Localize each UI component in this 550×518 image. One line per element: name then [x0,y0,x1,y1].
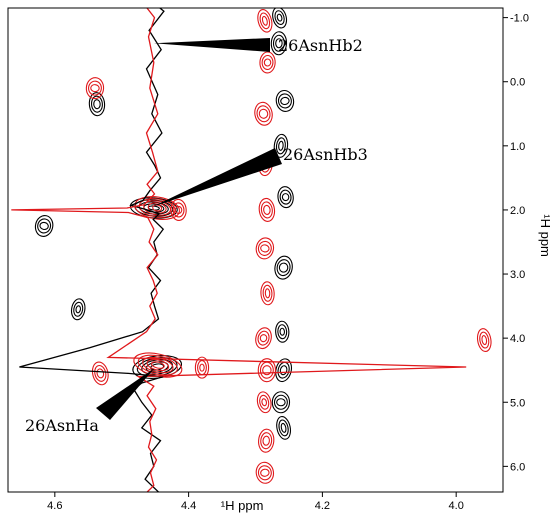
x-tick-label: 4.4 [181,500,196,512]
contour-peak [170,198,187,221]
x-axis-label: ¹H ppm [221,498,264,513]
annotation-label: 26AsnHb3 [283,145,368,164]
annotation-pointer [152,148,282,207]
x-axis: 4.6 4.4 4.2 4.0 [47,492,464,512]
y-tick-label: 5.0 [510,397,525,409]
contour-peak [255,327,272,350]
contour-peak [476,328,492,353]
y-tick-label: -1.0 [510,13,529,25]
annotation-label: 26AsnHb2 [278,36,363,55]
contour-peak [88,92,106,117]
contour-peak [271,391,291,414]
plot-frame [7,7,504,493]
contour-peak [275,320,290,343]
x-tick-label: 4.2 [315,500,330,512]
trace-layer [11,8,467,492]
contour-peak [259,51,276,74]
y-axis-label: ¹H ppm [538,214,550,257]
contour-peak [258,428,275,453]
contour-peak [85,77,105,100]
x-tick-label: 4.6 [47,500,62,512]
contour-peak [254,101,273,126]
contour-peak [260,281,275,306]
contour-peak [275,89,295,112]
contour-peak [272,8,288,29]
y-tick-label: 2.0 [510,205,525,217]
contour-layer [34,8,492,484]
contour-peak [273,133,289,158]
y-tick-label: 0.0 [510,77,525,89]
contour-peak [258,197,276,222]
contour-peak [34,214,54,237]
y-tick-label: 1.0 [510,141,525,153]
contour-peak [255,237,275,260]
contour-peak [255,461,275,484]
contour-peak [270,31,288,56]
y-tick-label: 6.0 [510,461,525,473]
contour-peak [257,9,273,33]
slice-trace-line [11,8,467,492]
annotation-label: 26AsnHa [25,416,99,435]
annotation-pointer [96,368,155,420]
contour-peak [277,186,294,209]
y-tick-label: 3.0 [510,269,525,281]
contour-peak [70,298,86,321]
annotation-pointer [153,38,270,52]
annotation-layer: 26AsnHb2 26AsnHb3 26AsnHa [25,36,368,435]
slice-trace-line [19,8,165,492]
y-axis: -1.0 0.0 1.0 2.0 3.0 4.0 5.0 6.0 [503,13,529,473]
contour-peak [274,255,293,280]
contour-peak [276,416,292,440]
contour-peak [256,391,272,414]
x-tick-label: 4.0 [449,500,464,512]
y-tick-label: 4.0 [510,333,525,345]
